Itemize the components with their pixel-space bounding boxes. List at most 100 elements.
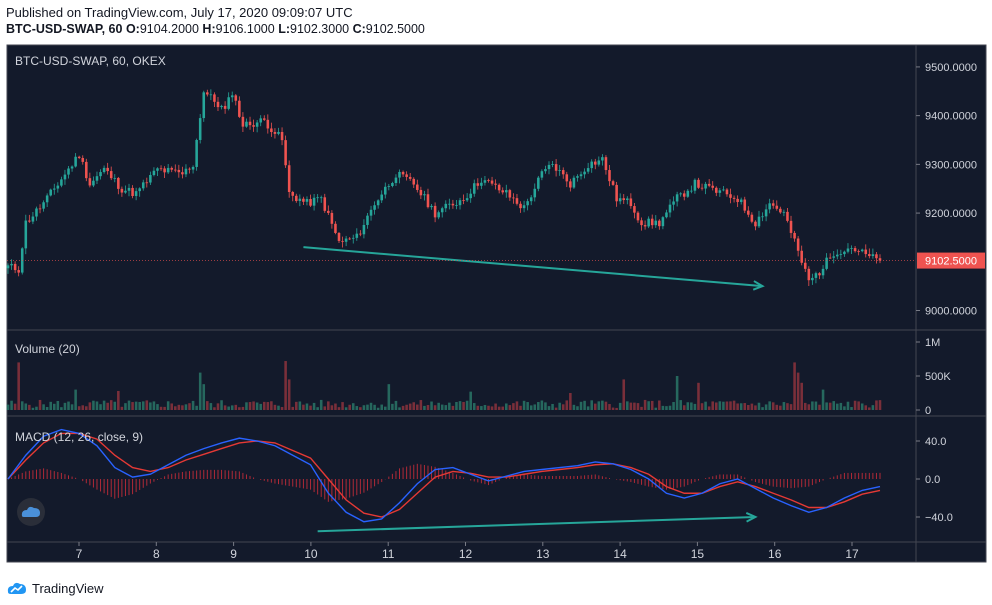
candle-body <box>558 170 561 171</box>
candle-body <box>63 174 67 180</box>
volume-bar <box>45 407 49 410</box>
volume-bar <box>63 402 67 410</box>
candle-body <box>796 238 800 251</box>
volume-bar <box>238 407 241 410</box>
candle-body <box>81 157 85 162</box>
volume-bar <box>593 403 597 410</box>
candle-body <box>298 198 302 201</box>
volume-bar <box>134 401 138 410</box>
candle-body <box>643 225 647 227</box>
volume-bar <box>707 406 711 410</box>
candle-body <box>13 263 17 271</box>
candle-body <box>818 273 821 276</box>
candle-body <box>647 218 650 227</box>
candle-body <box>483 180 487 183</box>
candle-body <box>836 254 839 257</box>
candle-body <box>839 254 843 255</box>
candle-body <box>170 167 174 170</box>
candle-body <box>85 161 88 179</box>
volume-bar <box>248 402 252 410</box>
volume-bar <box>700 403 704 410</box>
macd-tick-label: 0.0 <box>925 474 940 486</box>
candle-body <box>319 197 323 199</box>
volume-bar <box>227 406 230 410</box>
candle-body <box>789 220 793 233</box>
candle-body <box>213 94 216 102</box>
volume-bar <box>693 403 697 410</box>
candle-body <box>704 183 707 189</box>
candle-body <box>522 205 526 209</box>
candle-body <box>380 194 383 201</box>
volume-bar <box>579 401 583 410</box>
volume-bar <box>81 405 85 410</box>
symbol-label: BTC-USD-SWAP, 60 <box>6 22 123 36</box>
candle-body <box>679 193 682 195</box>
candle-body <box>316 197 319 199</box>
candle-body <box>750 214 754 222</box>
volume-bar <box>191 400 195 410</box>
candle-body <box>92 180 95 186</box>
volume-tick-label: 1M <box>925 337 940 349</box>
volume-bar <box>665 406 668 410</box>
candle-body <box>497 184 501 191</box>
candle-body <box>629 198 633 207</box>
candle-body <box>56 185 60 189</box>
footer-brand[interactable]: TradingView <box>6 578 104 598</box>
candle-body <box>344 238 348 242</box>
candle-body <box>707 183 711 186</box>
price-trend-arrow <box>303 246 763 288</box>
candle-body <box>245 121 248 127</box>
candle-body <box>440 208 444 213</box>
candle-body <box>850 248 853 249</box>
candle-body <box>640 220 643 226</box>
volume-bar <box>99 404 102 410</box>
close-value: 9102.5000 <box>365 22 425 36</box>
volume-bar <box>512 403 515 410</box>
candle-body <box>287 165 291 192</box>
close-label: C: <box>352 22 366 36</box>
volume-bar <box>230 405 234 410</box>
candle-body <box>654 220 658 226</box>
candle-body <box>273 132 277 134</box>
volume-bar <box>615 407 618 410</box>
volume-bar <box>31 407 35 410</box>
candle-body <box>465 198 469 201</box>
volume-bar <box>480 406 483 410</box>
candle-body <box>533 188 537 198</box>
candle-body <box>786 211 789 221</box>
candle-body <box>611 181 615 185</box>
candle-body <box>864 249 868 255</box>
candle-body <box>369 209 373 216</box>
volume-bar <box>487 405 490 410</box>
candle-body <box>508 190 512 198</box>
price-tick-label: 9400.0000 <box>925 111 977 123</box>
candle-body <box>430 205 433 208</box>
candle-body <box>494 183 497 185</box>
volume-bar <box>206 401 209 410</box>
candle-body <box>682 193 686 197</box>
time-axis-background <box>7 542 986 562</box>
candle-body <box>537 177 540 189</box>
volume-bar <box>732 400 736 410</box>
candle-body <box>295 195 298 201</box>
time-tick-label: 13 <box>536 547 550 561</box>
candle-body <box>529 197 533 202</box>
volume-bar <box>166 401 170 410</box>
candle-body <box>220 105 223 108</box>
volume-bar <box>554 407 558 410</box>
footer-brand-label: TradingView <box>32 580 104 596</box>
candle-body <box>209 94 213 96</box>
volume-bar <box>330 405 334 410</box>
chart-frame <box>6 44 987 563</box>
volume-bar <box>49 401 52 410</box>
candle-body <box>184 168 188 175</box>
candle-body <box>747 210 750 215</box>
volume-bar <box>163 406 166 410</box>
candle-body <box>554 164 558 171</box>
volume-bar <box>156 404 159 410</box>
volume-bar <box>697 382 700 410</box>
candle-body <box>67 168 70 175</box>
volume-bar <box>423 405 426 410</box>
signal-line <box>7 432 881 518</box>
